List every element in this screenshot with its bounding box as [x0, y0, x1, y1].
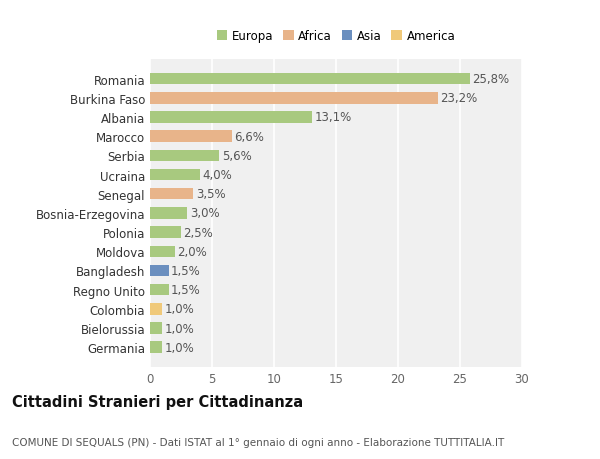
Text: 3,0%: 3,0% — [190, 207, 220, 220]
Text: 5,6%: 5,6% — [222, 150, 251, 162]
Bar — [150, 284, 169, 296]
Bar — [150, 246, 175, 257]
Bar — [150, 189, 193, 200]
Text: 13,1%: 13,1% — [315, 111, 352, 124]
Text: 25,8%: 25,8% — [472, 73, 509, 86]
Bar — [150, 73, 470, 85]
Text: 6,6%: 6,6% — [235, 130, 264, 143]
Text: 23,2%: 23,2% — [440, 92, 478, 105]
Bar — [150, 169, 200, 181]
Text: 2,0%: 2,0% — [177, 245, 207, 258]
Text: 1,5%: 1,5% — [171, 264, 201, 277]
Bar — [150, 150, 220, 162]
Text: 1,0%: 1,0% — [165, 302, 194, 316]
Text: Cittadini Stranieri per Cittadinanza: Cittadini Stranieri per Cittadinanza — [12, 394, 303, 409]
Bar — [150, 131, 232, 143]
Text: 1,0%: 1,0% — [165, 341, 194, 354]
Legend: Europa, Africa, Asia, America: Europa, Africa, Asia, America — [212, 26, 460, 48]
Text: 1,0%: 1,0% — [165, 322, 194, 335]
Bar — [150, 342, 163, 353]
Bar — [150, 323, 163, 334]
Bar — [150, 112, 313, 123]
Text: 1,5%: 1,5% — [171, 284, 201, 297]
Text: 4,0%: 4,0% — [202, 168, 232, 182]
Bar — [150, 303, 163, 315]
Bar — [150, 227, 181, 238]
Text: 2,5%: 2,5% — [184, 226, 213, 239]
Bar — [150, 207, 187, 219]
Bar — [150, 265, 169, 277]
Bar — [150, 93, 437, 104]
Text: 3,5%: 3,5% — [196, 188, 226, 201]
Text: COMUNE DI SEQUALS (PN) - Dati ISTAT al 1° gennaio di ogni anno - Elaborazione TU: COMUNE DI SEQUALS (PN) - Dati ISTAT al 1… — [12, 437, 504, 447]
